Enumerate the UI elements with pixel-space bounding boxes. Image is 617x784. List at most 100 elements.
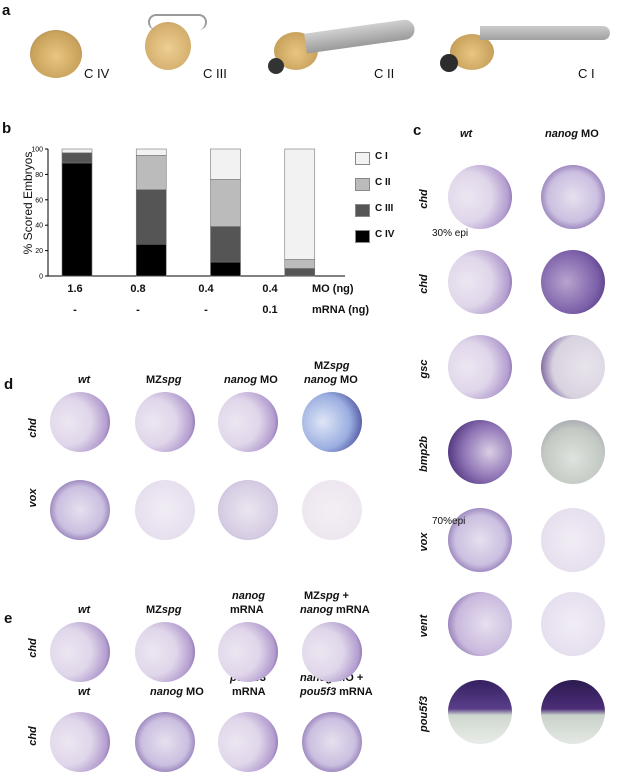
d-embryo-vox-0 [50,480,110,540]
e-bot-mrna-2: mRNA [336,686,373,698]
embryo-c2-tail [304,18,416,54]
c-row-chd-1: chd [418,274,430,294]
embryo-stage-c4 [30,30,82,78]
c-embryo-nanog-mo-vent-5 [541,592,605,656]
legend-label-ciii: C III [375,203,394,214]
c-col-wt: wt [460,128,473,140]
y-tick-label-100: 100 [31,147,43,154]
c-embryo-wt-chd-1 [448,250,512,314]
c-embryo-nanog-mo-pou5f3-6 [541,680,605,744]
e-top-col-mrna: mRNA [230,604,264,616]
e-embryo-bottom-3 [302,712,362,772]
e-top-col-nanog: nanog [232,590,265,602]
e-embryo-top-3 [302,622,362,682]
e-bot-col-mrna: mRNA [232,686,266,698]
stacked-bar-chart: 0 20 40 60 80 100 [31,147,345,281]
c-embryo-wt-gsc-2 [448,335,512,399]
bar-segment-2-ciii [210,226,241,263]
e-row-chd-1: chd [27,638,39,658]
c-row-bmp2b-3: bmp2b [418,435,430,473]
y-tick-label-20: 20 [35,248,43,255]
panel-c-label: c [413,122,422,139]
legend-label-cii: C II [375,177,391,188]
e-top-nanog-2: nanog [300,604,333,616]
legend-label-civ: C IV [375,229,395,240]
e-bot-col-pou5f3-mrna: pou5f3 mRNA [300,686,373,698]
c-embryo-nanog-mo-vox-4 [541,508,605,572]
panel-a-label: a [2,2,11,19]
d-col-spg: spg [161,374,182,386]
c-embryo-nanog-mo-chd-1 [541,250,605,314]
e-top-col-mzspg-plus: MZspg + [304,590,349,602]
y-tick-label-40: 40 [35,223,43,230]
panel-e-label: e [4,610,13,627]
bar-segment-1-cii [135,155,167,190]
e-bot-mo: MO [183,686,204,698]
d-col-mz-2: MZ [314,360,330,372]
embryo-stage-c3 [145,22,191,70]
mo-value-4: 0.4 [262,283,278,295]
d-col-mo-2: MO [337,374,358,386]
note-70-epi: 70%epi [432,516,466,527]
legend-swatch-ci [355,152,370,165]
embryo-c1-tail [480,26,610,40]
d-col-spg-2: spg [329,360,350,372]
bar-segment-0-ci [61,148,93,154]
d-row-vox: vox [27,488,39,508]
embryo-c3-tail [148,14,207,30]
d-embryo-chd-2 [218,392,278,452]
d-col-nanog-2: nanog [304,374,337,386]
bar-segment-3-cii [284,259,316,269]
d-col-wt: wt [78,374,91,386]
chart-ticks: 0 20 40 60 80 100 [31,147,48,281]
bar-segment-2-cii [210,179,241,227]
e-embryo-top-1 [135,622,195,682]
mo-label: MO (ng) [312,283,354,295]
c-row-vox-4: vox [418,532,430,552]
e-embryo-bottom-0 [50,712,110,772]
d-embryo-vox-2 [218,480,278,540]
e-top-col-mzspg: MZspg [146,604,181,616]
mrna-value-1: - [73,304,77,316]
d-col-mzspg-line1: MZspg [314,360,349,372]
c-embryo-wt-pou5f3-6 [448,680,512,744]
embryo-c1-eye [440,54,458,72]
e-bot-col-wt: wt [78,686,91,698]
bar-segment-2-ci [210,148,241,180]
e-embryo-top-0 [50,622,110,682]
stage-label-c2: C II [374,66,395,81]
bar-segment-2-civ [210,261,241,277]
y-tick-label-60: 60 [35,197,43,204]
mrna-label: mRNA (ng) [312,304,370,316]
e-bot-col-nanog-mo: nanog MO [150,686,204,698]
y-tick-label-0: 0 [39,274,43,281]
d-col-nanog-mo-line2: nanog MO [304,374,358,386]
panel-d-label: d [4,376,14,393]
c-embryo-wt-vent-5 [448,592,512,656]
note-30-epi: 30% epi [432,228,469,239]
e-embryo-bottom-2 [218,712,278,772]
c-col-mo: MO [578,128,599,140]
bar-segment-3-ciii [284,268,316,277]
e-top-mrna-2: mRNA [333,604,370,616]
e-top-plus: + [339,590,349,602]
c-row-gsc-2: gsc [418,359,430,379]
mrna-value-2: - [136,304,140,316]
c-embryo-wt-vox-4 [448,508,512,572]
e-row-chd-2: chd [27,726,39,746]
d-col-mz: MZ [146,374,162,386]
c-embryo-nanog-mo-bmp2b-3 [541,420,605,484]
d-row-chd: chd [27,418,39,438]
bar-segment-0-ciii [61,152,93,164]
d-embryo-vox-3 [302,480,362,540]
c-col-nanog: nanog [545,128,578,140]
c-row-pou5f3-6: pou5f3 [418,695,430,733]
e-top-mz: MZ [146,604,162,616]
y-axis-label: % Scored Embryos [21,151,35,255]
e-top-mz-2: MZ [304,590,320,602]
c-row-vent-5: vent [418,614,430,638]
stage-label-c3: C III [203,66,227,81]
chart-bars [61,148,316,277]
d-col-nanog: nanog [224,374,257,386]
